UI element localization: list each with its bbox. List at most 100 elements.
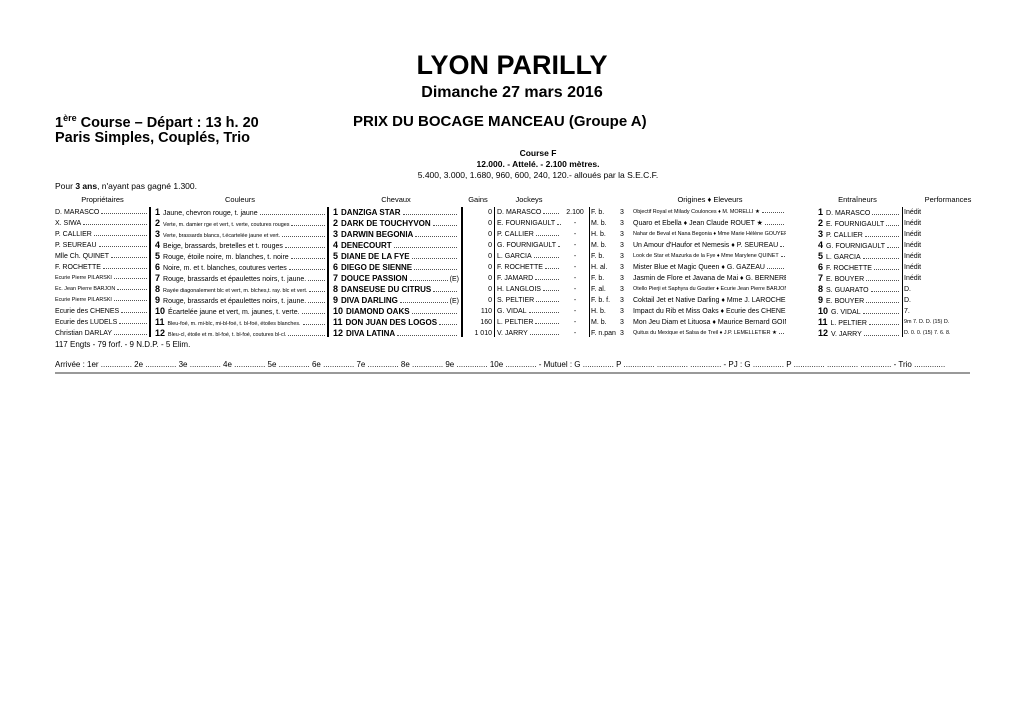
horse-number: 8: [333, 284, 339, 294]
sex-cell: F. al.: [591, 284, 619, 295]
table-row: Ecurie Pierre PILARSKI 9 Rouge, brassards …: [0, 295, 1024, 306]
column-divider: [149, 207, 151, 337]
horse-name: DANZIGA STAR: [341, 208, 401, 217]
origin-cell: Nahar de Beval et Nana Begonia ♦ Mme Mar…: [633, 229, 786, 240]
table-row: Christian DARLAY 12 Bleu-cl, étoile et m. …: [0, 328, 1024, 339]
col-header-origins: Origines ♦ Eleveurs: [677, 195, 743, 204]
entry-number: 2: [155, 218, 161, 228]
horse-name: DENECOURT: [341, 241, 392, 250]
column-divider: [589, 207, 590, 337]
colors-cell: 4 Beige, brassards, bretelles et t. rouge…: [155, 240, 327, 251]
origin-breeder: Nahar de Beval et Nana Begonia ♦ Mme Mar…: [633, 231, 786, 237]
horse-number: 11: [333, 317, 343, 327]
horse-cell: 1 DANZIGA STAR: [333, 207, 459, 218]
table-row: Ecurie des CHENES 10 Écartelée jaune et ve…: [0, 306, 1024, 317]
horse-name: DARK DE TOUCHYVON: [341, 219, 431, 228]
age: 3: [620, 308, 624, 315]
performance-cell: Inédit: [904, 207, 992, 218]
trainer-cell: 3 P. CALLIER: [818, 229, 901, 240]
course-ordinal: ère: [63, 113, 77, 123]
jockey: F. JAMARD: [497, 275, 534, 282]
jockey: D. MARASCO: [497, 209, 542, 216]
sex-coat: F. n.pan: [591, 330, 616, 337]
colors-cell: 3 Verte, brassards blancs, t.écartelée ja…: [155, 229, 327, 240]
origin-cell: Mon Jeu Diam et Lituosa ♦ Maurice Bernar…: [633, 317, 786, 328]
horse-cell: 10 DIAMOND OAKS: [333, 306, 459, 317]
trainer-cell: 11 L. PELTIER: [818, 317, 901, 328]
trainer: E. BOUYER: [826, 298, 865, 305]
performances: Inédit: [904, 264, 922, 271]
colors-cell: 5 Rouge, étoile noire, m. blanches, t. no…: [155, 251, 327, 262]
trainer-number: 4: [818, 240, 824, 250]
owner-cell: Ec. Jean Pierre BARJON: [55, 284, 149, 295]
performance-cell: Inédit: [904, 262, 992, 273]
trainer: V. JARRY: [831, 331, 862, 338]
race-conditions: Pour 3 ans, n'ayant pas gagné 1.300.: [55, 181, 197, 191]
sex-cell: F. b.: [591, 273, 619, 284]
gains-cell: 0: [464, 207, 492, 218]
horse-number: 3: [333, 229, 339, 239]
age-cell: 3: [620, 218, 630, 229]
gains-cell: 1 010: [464, 328, 492, 339]
owner-cell: Mlle Ch. QUINET: [55, 251, 149, 262]
age: 3: [620, 264, 624, 271]
performances: 9m 7. D. D. (15) D.: [904, 319, 950, 325]
horse-number: 1: [333, 207, 339, 217]
trainer: D. MARASCO: [826, 210, 871, 217]
horse-number: 4: [333, 240, 339, 250]
horse-number: 6: [333, 262, 339, 272]
course-number: 1: [55, 114, 64, 131]
owner-cell: F. ROCHETTE: [55, 262, 149, 273]
distance-cell: -: [562, 251, 588, 262]
distance: -: [573, 297, 577, 304]
sex-cell: H. al.: [591, 262, 619, 273]
distance-cell: -: [562, 273, 588, 284]
prix-title: PRIX DU BOCAGE MANCEAU (Groupe A): [353, 113, 647, 130]
horse-number: 12: [333, 328, 344, 338]
gains-cell: 0: [464, 229, 492, 240]
jockey-cell: F. JAMARD: [497, 273, 561, 284]
gains: 0: [488, 286, 492, 293]
horse-number: 5: [333, 251, 339, 261]
arrival-line: Arrivée : 1er .............. 2e ........…: [55, 360, 946, 369]
col-header-jockeys: Jockeys: [515, 195, 543, 204]
age: 3: [620, 209, 624, 216]
course-start: 1ère Course – Départ : 13 h. 20: [55, 113, 259, 131]
distance: -: [573, 319, 577, 326]
jockey-cell: E. FOURNIGAULT: [497, 218, 561, 229]
sex-coat: F. b.: [591, 275, 605, 282]
distance-cell: -: [562, 306, 588, 317]
horse-cell: 6 DIEGO DE SIENNE: [333, 262, 459, 273]
silks-colors: Verte, brassards blancs, t.écartelée jau…: [163, 233, 281, 239]
silks-colors: Jaune, chevron rouge, t. jaune: [163, 210, 258, 217]
gains-cell: 0: [464, 273, 492, 284]
age: 3: [620, 297, 624, 304]
sex-cell: F. n.pan: [591, 328, 619, 339]
col-header-owners: Propriétaires: [81, 195, 124, 204]
silks-colors: Rouge, brassards et épaulettes noirs, t.…: [163, 298, 307, 305]
colors-cell: 6 Noire, m. et t. blanches, coutures vert…: [155, 262, 327, 273]
colors-cell: 11 Bleu-foé, m. mi-blc, mi-bl-foé, t. bl-…: [155, 317, 327, 328]
jockey: V. JARRY: [497, 330, 528, 337]
sex-coat: H. al.: [591, 264, 608, 271]
entry-number: 6: [155, 262, 161, 272]
age-cell: 3: [620, 328, 630, 339]
course-type: Course F: [519, 148, 557, 158]
condition-text: Pour: [55, 181, 76, 191]
performance-cell: 9m 7. D. D. (15) D.: [904, 317, 992, 328]
gains: 160: [480, 319, 492, 326]
owner-cell: Ecurie des CHENES: [55, 306, 149, 317]
venue-title: LYON PARILLY: [416, 50, 608, 80]
silks-colors: Bleu-foé, m. mi-blc, mi-bl-foé, t. bl-fo…: [167, 321, 301, 327]
sex-coat: F. b.: [591, 209, 605, 216]
entry-number: 7: [155, 273, 161, 283]
distance: -: [573, 220, 577, 227]
horse-name: DIAMOND OAKS: [346, 307, 410, 316]
condition-text-end: , n'ayant pas gagné 1.300.: [97, 181, 198, 191]
gains-cell: 0: [464, 251, 492, 262]
horse-name: DANSEUSE DU CITRUS: [341, 285, 432, 294]
trainer-cell: 4 G. FOURNIGAULT: [818, 240, 901, 251]
horse-cell: 8 DANSEUSE DU CITRUS: [333, 284, 459, 295]
trainer-number: 2: [818, 218, 824, 228]
distance-cell: -: [562, 328, 588, 339]
